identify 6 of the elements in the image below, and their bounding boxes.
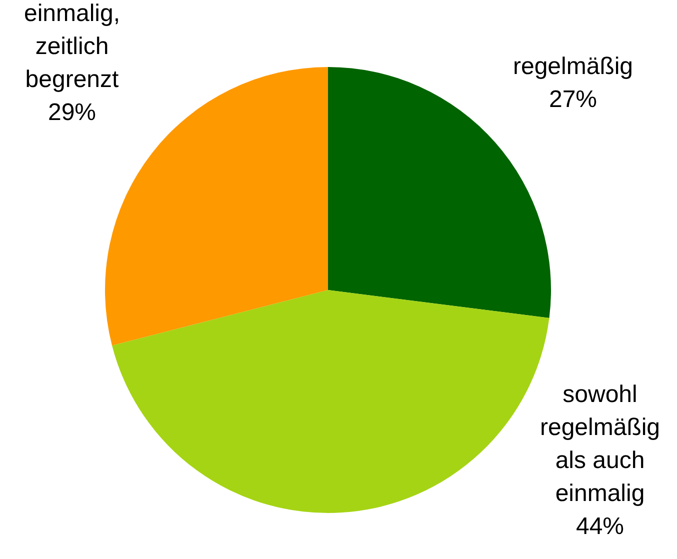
data-label: 27% [548,86,598,113]
slice-label: sowohl regelmäßig als auch einmalig [540,381,660,507]
data-label: 29% [48,99,96,126]
data-label: 44% [576,513,624,540]
slice-label: regelmäßig [512,53,634,80]
slice-label: einmalig, zeitlich begrenzt [24,0,120,93]
